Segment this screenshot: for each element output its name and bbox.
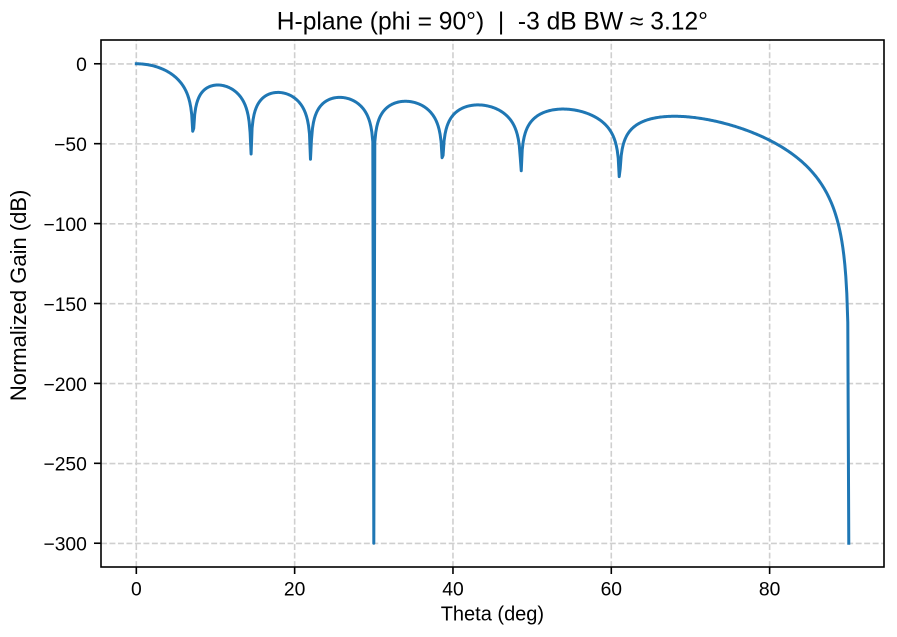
svg-text:−250: −250 (43, 455, 86, 476)
svg-text:Theta (deg): Theta (deg) (441, 604, 544, 626)
svg-text:0: 0 (131, 579, 142, 600)
svg-text:40: 40 (442, 579, 463, 600)
svg-text:80: 80 (759, 579, 780, 600)
svg-text:−50: −50 (54, 135, 87, 156)
svg-text:Normalized Gain (dB): Normalized Gain (dB) (6, 190, 31, 402)
svg-text:−150: −150 (43, 295, 86, 316)
svg-text:−200: −200 (43, 375, 86, 396)
svg-text:60: 60 (601, 579, 622, 600)
svg-text:−300: −300 (43, 535, 86, 556)
svg-text:20: 20 (284, 579, 305, 600)
svg-text:H-plane (phi = 90°) | -3 dB: H-plane (phi = 90°) | -3 dB BW ≈ 3.12° (277, 8, 708, 35)
svg-text:−100: −100 (43, 215, 86, 236)
svg-text:0: 0 (76, 55, 87, 76)
